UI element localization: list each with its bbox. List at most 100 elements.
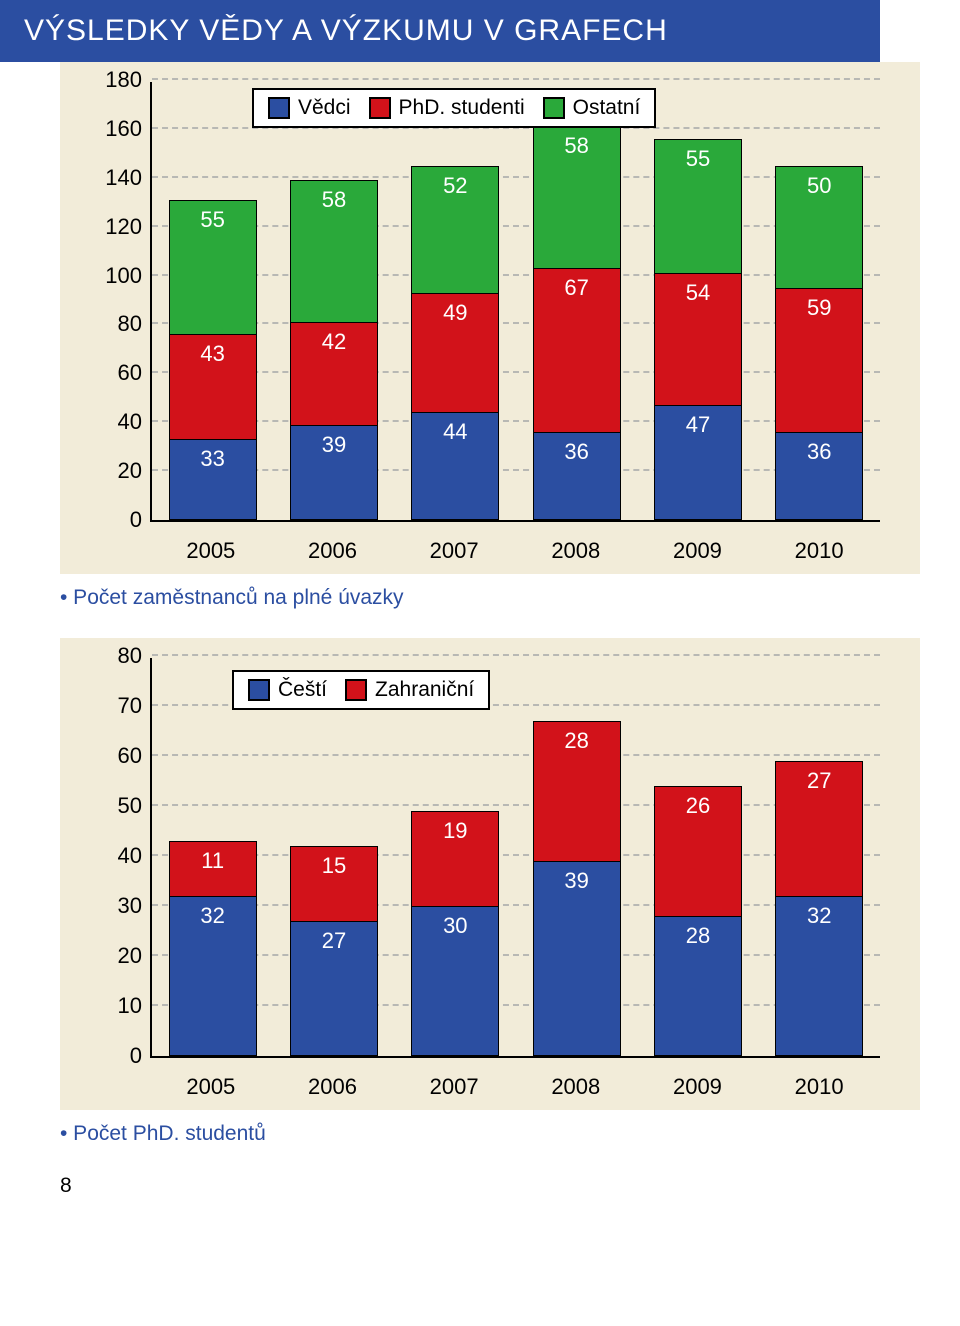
x-axis-label: 2008 xyxy=(532,538,620,564)
bar-segment: 50 xyxy=(775,166,863,288)
chart1-legend: Vědci PhD. studenti Ostatní xyxy=(252,88,656,128)
y-axis-label: 0 xyxy=(97,1043,142,1069)
bar-segment: 33 xyxy=(169,439,257,520)
legend-label: Čeští xyxy=(278,678,327,702)
gridline xyxy=(152,654,880,656)
page-title: VÝSLEDKY VĚDY A VÝZKUMU V GRAFECH xyxy=(0,0,880,62)
y-axis-label: 50 xyxy=(97,793,142,819)
bar-segment: 44 xyxy=(411,412,499,520)
chart2-bars: 113215271930283926282732 xyxy=(152,658,880,1056)
legend-item: Čeští xyxy=(248,678,327,702)
chart2-caption: • Počet PhD. studentů xyxy=(60,1122,960,1146)
chart1-caption: • Počet zaměstnanců na plné úvazky xyxy=(60,586,960,610)
legend-label: Vědci xyxy=(298,96,351,120)
bar-segment: 19 xyxy=(411,811,499,906)
bar-segment: 67 xyxy=(533,268,621,432)
y-axis-label: 40 xyxy=(97,409,142,435)
bar-column: 2839 xyxy=(533,658,621,1056)
bar-segment: 27 xyxy=(775,761,863,896)
y-axis-label: 100 xyxy=(97,263,142,289)
bar-column: 1930 xyxy=(411,658,499,1056)
x-axis-label: 2007 xyxy=(410,538,498,564)
bar-column: 584239 xyxy=(290,82,378,520)
legend-swatch xyxy=(345,679,367,701)
bar-segment: 43 xyxy=(169,334,257,439)
chart2-area: ČeštíZahraniční 113215271930283926282732… xyxy=(150,658,880,1058)
bar-segment: 59 xyxy=(775,288,863,432)
legend-item: Zahraniční xyxy=(345,678,474,702)
legend-item: Ostatní xyxy=(543,96,641,120)
bar-column: 505936 xyxy=(775,82,863,520)
chart1-area: VědciPhD. studentiOstatní 55433358423952… xyxy=(150,82,880,522)
chart1-xlabels: 2005 2006 2007 2008 2009 2010 xyxy=(150,532,880,564)
y-axis-label: 180 xyxy=(97,67,142,93)
bar-segment: 42 xyxy=(290,322,378,425)
x-axis-label: 2009 xyxy=(653,538,741,564)
x-axis-label: 2010 xyxy=(775,538,863,564)
bar-segment: 58 xyxy=(533,126,621,268)
chart1-panel: VědciPhD. studentiOstatní 55433358423952… xyxy=(60,62,920,574)
bar-column: 555447 xyxy=(654,82,742,520)
bar-segment: 54 xyxy=(654,273,742,405)
bar-column: 1527 xyxy=(290,658,378,1056)
x-axis-label: 2006 xyxy=(288,538,376,564)
legend-item: PhD. studenti xyxy=(369,96,525,120)
bar-segment: 55 xyxy=(654,139,742,273)
gridline xyxy=(152,78,880,80)
bar-segment: 27 xyxy=(290,921,378,1056)
legend-swatch xyxy=(543,97,565,119)
chart2-panel: ČeštíZahraniční 113215271930283926282732… xyxy=(60,638,920,1110)
x-axis-label: 2006 xyxy=(288,1074,376,1100)
legend-swatch xyxy=(268,97,290,119)
bar-segment: 30 xyxy=(411,906,499,1056)
y-axis-label: 60 xyxy=(97,360,142,386)
legend-label: PhD. studenti xyxy=(399,96,525,120)
x-axis-label: 2008 xyxy=(532,1074,620,1100)
bar-column: 2628 xyxy=(654,658,742,1056)
x-axis-label: 2007 xyxy=(410,1074,498,1100)
bar-segment: 47 xyxy=(654,405,742,520)
legend-swatch xyxy=(369,97,391,119)
bar-column: 1132 xyxy=(169,658,257,1056)
y-axis-label: 30 xyxy=(97,893,142,919)
bar-segment: 39 xyxy=(290,425,378,520)
y-axis-label: 80 xyxy=(97,311,142,337)
x-axis-label: 2010 xyxy=(775,1074,863,1100)
y-axis-label: 140 xyxy=(97,165,142,191)
bar-segment: 26 xyxy=(654,786,742,916)
bar-column: 554333 xyxy=(169,82,257,520)
bar-segment: 11 xyxy=(169,841,257,896)
page-number: 8 xyxy=(60,1174,960,1198)
chart1-bars: 554333584239524944586736555447505936 xyxy=(152,82,880,520)
bar-segment: 39 xyxy=(533,861,621,1056)
bar-column: 586736 xyxy=(533,82,621,520)
legend-swatch xyxy=(248,679,270,701)
y-axis-label: 20 xyxy=(97,943,142,969)
bar-segment: 52 xyxy=(411,166,499,293)
bar-segment: 32 xyxy=(775,896,863,1056)
bar-segment: 36 xyxy=(775,432,863,520)
chart2-xlabels: 2005 2006 2007 2008 2009 2010 xyxy=(150,1068,880,1100)
bar-segment: 49 xyxy=(411,293,499,413)
bar-segment: 32 xyxy=(169,896,257,1056)
bar-column: 2732 xyxy=(775,658,863,1056)
bar-segment: 55 xyxy=(169,200,257,334)
bar-column: 524944 xyxy=(411,82,499,520)
bar-segment: 28 xyxy=(533,721,621,861)
bar-segment: 58 xyxy=(290,180,378,322)
y-axis-label: 80 xyxy=(97,643,142,669)
chart2-legend: Čeští Zahraniční xyxy=(232,670,490,710)
y-axis-label: 0 xyxy=(97,507,142,533)
bar-segment: 36 xyxy=(533,432,621,520)
y-axis-label: 120 xyxy=(97,214,142,240)
bar-segment: 28 xyxy=(654,916,742,1056)
y-axis-label: 70 xyxy=(97,693,142,719)
legend-item: Vědci xyxy=(268,96,351,120)
x-axis-label: 2005 xyxy=(167,538,255,564)
x-axis-label: 2005 xyxy=(167,1074,255,1100)
y-axis-label: 40 xyxy=(97,843,142,869)
y-axis-label: 60 xyxy=(97,743,142,769)
y-axis-label: 20 xyxy=(97,458,142,484)
y-axis-label: 10 xyxy=(97,993,142,1019)
x-axis-label: 2009 xyxy=(653,1074,741,1100)
